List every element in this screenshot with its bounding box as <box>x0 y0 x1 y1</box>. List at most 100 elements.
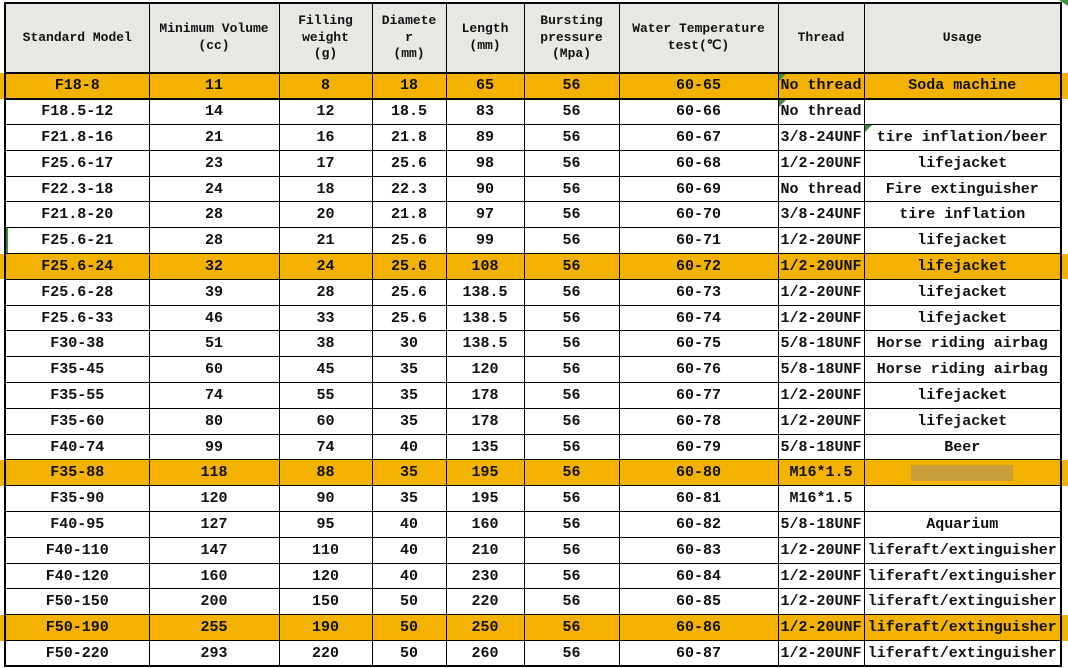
volume-cell[interactable]: 127 <box>148 511 280 538</box>
temp-cell[interactable]: 60-69 <box>618 175 779 203</box>
temp-cell[interactable]: 60-65 <box>618 72 779 100</box>
usage-cell[interactable]: liferaft/extinguisher <box>863 588 1062 616</box>
volume-cell[interactable]: 23 <box>148 149 280 177</box>
usage-cell[interactable]: Fire extinguisher <box>863 175 1062 203</box>
thread-cell[interactable]: 1/2-20UNF <box>777 562 865 590</box>
weight-cell[interactable]: 20 <box>278 201 373 229</box>
weight-cell[interactable]: 12 <box>278 98 373 126</box>
temp-cell[interactable]: 60-76 <box>618 356 779 384</box>
weight-cell[interactable]: 21 <box>278 227 373 255</box>
pressure-cell[interactable]: 56 <box>523 640 620 667</box>
thread-cell[interactable]: 1/2-20UNF <box>777 278 865 306</box>
model-cell[interactable]: F35-45 <box>4 356 150 384</box>
pressure-cell[interactable]: 56 <box>523 407 620 435</box>
temp-cell[interactable]: 60-85 <box>618 588 779 616</box>
volume-cell[interactable]: 11 <box>148 72 280 100</box>
weight-cell[interactable]: 88 <box>278 459 373 487</box>
thread-cell[interactable]: No thread <box>777 98 865 126</box>
model-cell[interactable]: F25.6-17 <box>4 149 150 177</box>
diameter-cell[interactable]: 40 <box>371 536 447 564</box>
length-cell[interactable]: 138.5 <box>445 330 525 358</box>
thread-cell[interactable]: 5/8-18UNF <box>777 511 865 538</box>
length-cell[interactable]: 89 <box>445 124 525 151</box>
pressure-cell[interactable]: 56 <box>523 433 620 461</box>
temp-cell[interactable]: 60-72 <box>618 253 779 280</box>
thread-cell[interactable]: 1/2-20UNF <box>777 640 865 667</box>
length-cell[interactable]: 178 <box>445 407 525 435</box>
model-cell[interactable]: F50-150 <box>4 588 150 616</box>
usage-cell[interactable]: lifejacket <box>863 278 1062 306</box>
model-cell[interactable]: F25.6-33 <box>4 304 150 332</box>
temp-cell[interactable]: 60-73 <box>618 278 779 306</box>
diameter-cell[interactable]: 40 <box>371 562 447 590</box>
thread-cell[interactable]: 1/2-20UNF <box>777 588 865 616</box>
weight-cell[interactable]: 90 <box>278 485 373 513</box>
temp-cell[interactable]: 60-86 <box>618 614 779 642</box>
usage-cell[interactable]: liferaft/extinguisher <box>863 640 1062 667</box>
diameter-cell[interactable]: 30 <box>371 330 447 358</box>
thread-cell[interactable]: 3/8-24UNF <box>777 201 865 229</box>
temp-cell[interactable]: 60-70 <box>618 201 779 229</box>
pressure-cell[interactable]: 56 <box>523 511 620 538</box>
temp-cell[interactable]: 60-66 <box>618 98 779 126</box>
model-cell[interactable]: F18-8 <box>4 72 150 100</box>
diameter-cell[interactable]: 50 <box>371 640 447 667</box>
length-cell[interactable]: 97 <box>445 201 525 229</box>
model-cell[interactable]: F40-120 <box>4 562 150 590</box>
length-cell[interactable]: 250 <box>445 614 525 642</box>
pressure-cell[interactable]: 56 <box>523 562 620 590</box>
usage-cell[interactable]: lifejacket <box>863 407 1062 435</box>
volume-cell[interactable]: 118 <box>148 459 280 487</box>
weight-cell[interactable]: 150 <box>278 588 373 616</box>
volume-cell[interactable]: 28 <box>148 227 280 255</box>
weight-cell[interactable]: 110 <box>278 536 373 564</box>
length-cell[interactable]: 90 <box>445 175 525 203</box>
weight-cell[interactable]: 8 <box>278 72 373 100</box>
length-cell[interactable]: 99 <box>445 227 525 255</box>
usage-cell[interactable] <box>863 485 1062 513</box>
length-cell[interactable]: 160 <box>445 511 525 538</box>
weight-cell[interactable]: 74 <box>278 433 373 461</box>
model-cell[interactable]: F25.6-28 <box>4 278 150 306</box>
model-cell[interactable]: F35-88 <box>4 459 150 487</box>
thread-cell[interactable]: 5/8-18UNF <box>777 433 865 461</box>
length-cell[interactable]: 135 <box>445 433 525 461</box>
volume-cell[interactable]: 39 <box>148 278 280 306</box>
pressure-cell[interactable]: 56 <box>523 98 620 126</box>
diameter-cell[interactable]: 25.6 <box>371 304 447 332</box>
volume-cell[interactable]: 160 <box>148 562 280 590</box>
thread-cell[interactable]: 1/2-20UNF <box>777 253 865 280</box>
length-cell[interactable]: 138.5 <box>445 278 525 306</box>
length-cell[interactable]: 120 <box>445 356 525 384</box>
model-cell[interactable]: F40-95 <box>4 511 150 538</box>
volume-cell[interactable]: 24 <box>148 175 280 203</box>
usage-cell[interactable]: Aquarium <box>863 511 1062 538</box>
pressure-cell[interactable]: 56 <box>523 201 620 229</box>
diameter-cell[interactable]: 25.6 <box>371 149 447 177</box>
length-cell[interactable]: 220 <box>445 588 525 616</box>
pressure-cell[interactable]: 56 <box>523 175 620 203</box>
volume-cell[interactable]: 60 <box>148 356 280 384</box>
length-cell[interactable]: 108 <box>445 253 525 280</box>
weight-cell[interactable]: 38 <box>278 330 373 358</box>
thread-cell[interactable]: M16*1.5 <box>777 485 865 513</box>
length-cell[interactable]: 178 <box>445 382 525 409</box>
temp-cell[interactable]: 60-77 <box>618 382 779 409</box>
temp-cell[interactable]: 60-67 <box>618 124 779 151</box>
volume-cell[interactable]: 32 <box>148 253 280 280</box>
diameter-cell[interactable]: 40 <box>371 511 447 538</box>
pressure-cell[interactable]: 56 <box>523 588 620 616</box>
diameter-cell[interactable]: 35 <box>371 407 447 435</box>
model-cell[interactable]: F35-60 <box>4 407 150 435</box>
usage-cell[interactable]: Beer <box>863 433 1062 461</box>
weight-cell[interactable]: 17 <box>278 149 373 177</box>
thread-cell[interactable]: 1/2-20UNF <box>777 614 865 642</box>
weight-cell[interactable]: 16 <box>278 124 373 151</box>
model-cell[interactable]: F21.8-16 <box>4 124 150 151</box>
length-cell[interactable]: 260 <box>445 640 525 667</box>
diameter-cell[interactable]: 21.8 <box>371 124 447 151</box>
volume-cell[interactable]: 147 <box>148 536 280 564</box>
pressure-cell[interactable]: 56 <box>523 278 620 306</box>
weight-cell[interactable]: 24 <box>278 253 373 280</box>
usage-cell[interactable]: tire inflation <box>863 201 1062 229</box>
